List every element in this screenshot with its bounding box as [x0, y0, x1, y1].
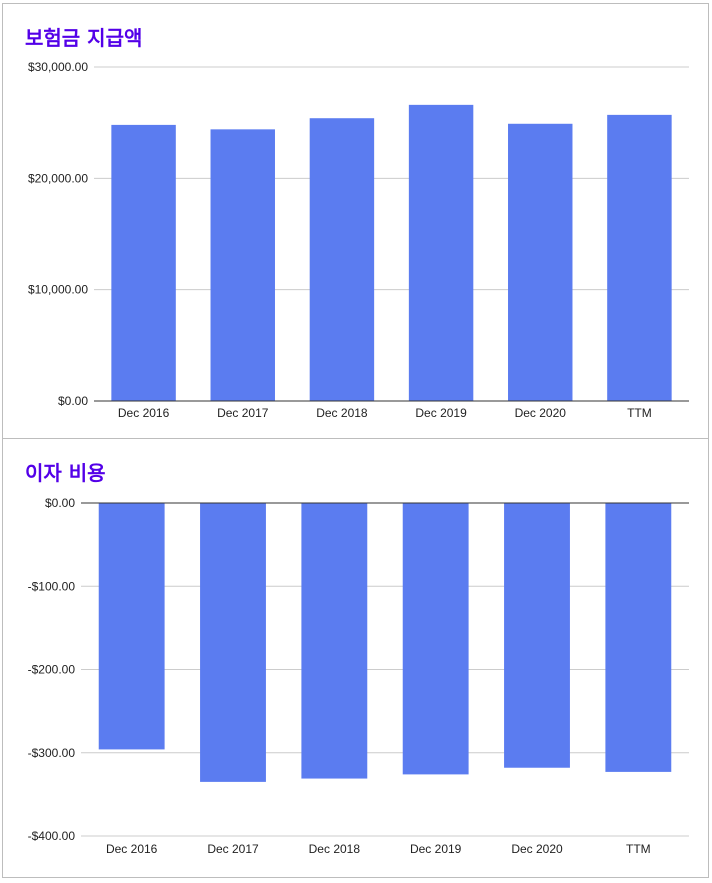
x-tick-label: Dec 2019: [415, 406, 467, 420]
x-tick-label: Dec 2019: [410, 842, 462, 856]
bar: [111, 124, 176, 401]
bar: [605, 503, 672, 772]
y-tick-label: -$200.00: [28, 663, 76, 677]
x-tick-label: Dec 2020: [511, 842, 563, 856]
x-tick-label: TTM: [627, 406, 652, 420]
bar: [508, 123, 573, 401]
y-tick-label: $0.00: [45, 496, 75, 510]
bar: [408, 104, 474, 401]
y-tick-label: $10,000.00: [28, 283, 88, 297]
y-tick-label: $30,000.00: [28, 60, 88, 74]
x-tick-label: Dec 2016: [106, 842, 158, 856]
bar: [210, 129, 275, 401]
bar: [607, 114, 672, 401]
bar: [309, 118, 375, 402]
x-tick-label: Dec 2018: [316, 406, 368, 420]
y-tick-label: -$100.00: [28, 579, 76, 593]
chart-title: 이자 비용: [25, 461, 106, 485]
chart-panel-claims: 보험금 지급액 $0.00 $10,000.00 $20,000.00 $30,000…: [2, 3, 709, 439]
x-tick-label: TTM: [626, 842, 651, 856]
bar: [301, 503, 368, 779]
y-tick-label: -$300.00: [28, 746, 76, 760]
bar: [98, 503, 165, 750]
y-tick-label: $20,000.00: [28, 171, 88, 185]
x-tick-label: Dec 2018: [309, 842, 361, 856]
bar: [200, 503, 266, 782]
chart-panel-interest: 이자 비용 $0.00 -$100.00 -$200.00 -$300.00 -$400…: [2, 438, 709, 878]
x-tick-label: Dec 2017: [207, 842, 259, 856]
bar: [402, 503, 469, 775]
x-tick-label: Dec 2016: [118, 406, 170, 420]
x-tick-label: Dec 2020: [515, 406, 567, 420]
chart-title: 보험금 지급액: [25, 26, 143, 50]
y-tick-label: $0.00: [58, 394, 88, 408]
interest-chart: $0.00 -$100.00 -$200.00 -$300.00 -$400.00 Dec…: [28, 496, 689, 856]
y-tick-label: -$400.00: [28, 829, 76, 843]
x-tick-label: Dec 2017: [217, 406, 269, 420]
bar: [504, 503, 570, 768]
claims-chart: $0.00 $10,000.00 $20,000.00 $30,000.00 Dec 2…: [28, 60, 689, 420]
